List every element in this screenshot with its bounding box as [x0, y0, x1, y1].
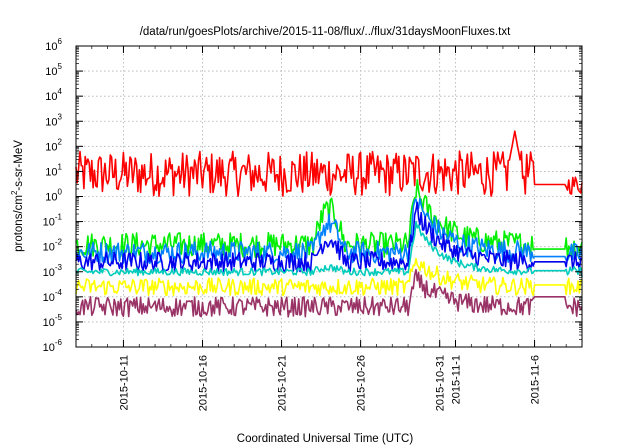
series-line — [75, 201, 583, 273]
x-tick-label: 2015-10-11 — [118, 355, 130, 410]
y-tick-label: 100 — [45, 188, 62, 204]
y-tick-label: 10-1 — [43, 213, 63, 229]
x-tick-label: 2015-11-1 — [451, 355, 463, 404]
y-tick-label: 101 — [45, 162, 62, 178]
y-tick-label: 102 — [45, 137, 62, 153]
y-axis-label-prefix: protons/cm — [13, 195, 25, 252]
y-tick-label: 105 — [45, 62, 62, 78]
series-layer — [75, 130, 583, 318]
y-axis-label: protons/cm2-s-sr-MeV — [10, 140, 25, 252]
x-tick-label: 2015-10-21 — [277, 355, 289, 411]
series-line — [75, 268, 583, 318]
y-tick-label: 10-4 — [43, 288, 63, 304]
y-axis-label-exponent: 2 — [10, 190, 19, 195]
x-tick-label: 2015-10-16 — [198, 355, 210, 411]
series-line — [75, 220, 583, 277]
y-axis-label-suffix: -s-sr-MeV — [13, 140, 25, 191]
y-tick-label: 10-2 — [43, 238, 63, 254]
x-tick-label: 2015-11-6 — [530, 355, 542, 404]
y-tick-label: 10-6 — [43, 338, 63, 354]
x-tick-label: 2015-10-31 — [435, 355, 447, 411]
series-line — [75, 130, 583, 197]
x-axis-label: Coordinated Universal Time (UTC) — [237, 433, 414, 445]
y-tick-label: 10-3 — [43, 263, 63, 279]
series-line — [75, 197, 583, 265]
chart-title: /data/run/goesPlots/archive/2015-11-08/f… — [140, 26, 511, 38]
y-tick-label: 106 — [45, 37, 62, 53]
y-tick-label: 103 — [45, 112, 62, 128]
y-tick-label: 10-5 — [43, 313, 63, 329]
axes: 10-6 10-5 10-4 10-3 10-2 10-1 100 101 102 103 104 1… — [43, 37, 583, 411]
series-line — [75, 257, 583, 297]
x-tick-label: 2015-10-26 — [356, 355, 368, 411]
y-tick-label: 104 — [45, 87, 62, 103]
